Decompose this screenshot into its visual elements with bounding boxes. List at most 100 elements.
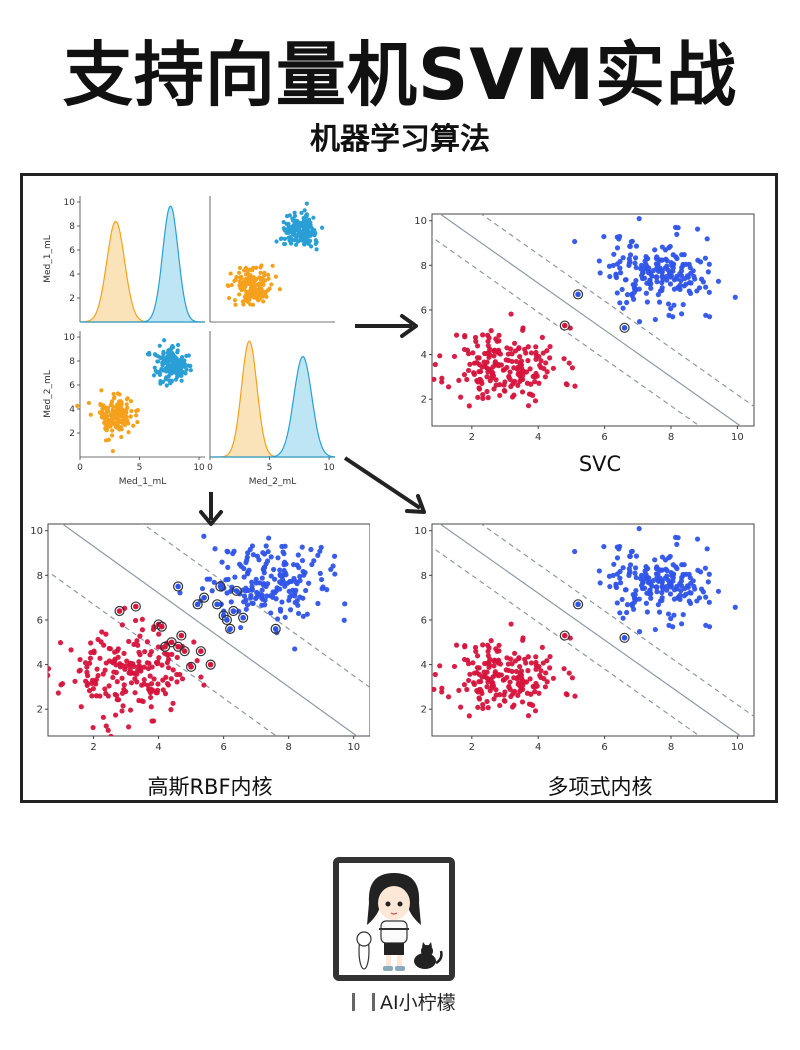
rbf-point-blue	[284, 580, 291, 586]
svc-ytick-label: 2	[421, 395, 427, 406]
pairplot-top-right-point-orange	[261, 299, 266, 304]
pairplot-top-right-point-orange	[225, 283, 230, 288]
svc-point-red	[507, 369, 513, 375]
pairplot-bottom-left-point-cyan	[180, 362, 185, 367]
pairplot-top-right-point-orange	[265, 272, 271, 277]
poly-margin-lower	[432, 546, 701, 736]
poly-point-red	[566, 670, 572, 676]
rbf-point-red	[124, 658, 130, 664]
pairplot-med1-kde-cyan	[80, 205, 205, 323]
poly-xtick-label: 8	[668, 742, 674, 753]
rbf-xtick-label: 2	[90, 742, 96, 753]
rbf-point-blue	[311, 558, 317, 564]
poly-point-red	[496, 642, 502, 648]
poly-point-blue	[678, 578, 685, 584]
rbf-point-blue	[225, 576, 231, 582]
rbf-caption: 高斯RBF内核	[147, 775, 273, 799]
pairplot-bottom-left-point-orange	[110, 428, 115, 433]
poly-point-red	[480, 642, 486, 648]
svc-point-red	[485, 395, 491, 401]
pairplot-bottom-left-point-cyan	[173, 377, 179, 382]
rbf-point-blue	[277, 606, 284, 612]
rbf-point-red	[95, 673, 101, 679]
rbf-xtick-label: 8	[285, 742, 291, 753]
rbf-point-red	[88, 640, 94, 646]
svc-point-red	[461, 372, 468, 378]
pairplot-top-right-point-cyan	[304, 201, 309, 206]
pairplot-top-right-point-orange	[233, 302, 238, 307]
rbf-point-blue	[249, 579, 255, 585]
rbf-point-blue	[324, 587, 330, 593]
rbf-point-red	[55, 690, 61, 696]
svc-point-blue	[632, 260, 638, 266]
poly-point-blue	[706, 571, 712, 577]
poly-point-blue	[662, 557, 669, 563]
rbf-support-vector	[272, 626, 279, 632]
pairplot-ytick-label: 8	[69, 357, 75, 367]
rbf-point-red	[198, 674, 204, 680]
svc-point-red	[520, 372, 526, 379]
pairplot-bottom-left-point-orange	[128, 399, 134, 404]
rbf-point-red	[77, 667, 83, 673]
poly-point-blue	[678, 583, 685, 589]
svc-point-red	[471, 371, 478, 377]
poly-point-red	[458, 704, 464, 710]
pairplot-top-right-point-orange	[247, 274, 252, 279]
svc-point-blue	[686, 288, 692, 294]
svc-point-red	[532, 379, 538, 385]
poly-point-red	[503, 667, 509, 673]
svc-point-blue	[663, 256, 669, 262]
pairplot-top-right-point-orange	[273, 274, 279, 279]
poly-decision-boundary	[439, 524, 742, 736]
svc-point-blue	[678, 268, 685, 274]
svc-point-blue	[627, 252, 634, 258]
poly-point-blue	[690, 578, 696, 584]
rbf-point-red	[120, 703, 126, 709]
svc-point-blue	[659, 280, 665, 286]
svc-support-vector-ring	[619, 322, 630, 333]
rbf-ytick-label: 2	[37, 705, 43, 716]
rbf-point-blue	[299, 544, 305, 550]
pairplot-bottom-left-point-orange	[108, 417, 113, 422]
svc-ytick-label: 8	[421, 261, 427, 272]
pairplot-top-right-point-orange	[262, 273, 267, 278]
rbf-point-blue	[266, 535, 272, 541]
svc-point-red	[566, 360, 572, 366]
pairplot-top-right-point-cyan	[293, 218, 298, 223]
svc-point-blue	[677, 286, 683, 293]
svc-point-blue	[606, 263, 613, 269]
poly-point-red	[538, 668, 544, 674]
svc-point-red	[525, 403, 532, 409]
rbf-support-vector	[214, 601, 220, 608]
rbf-point-red	[129, 670, 135, 676]
rbf-point-red	[136, 659, 142, 665]
pairplot-bottom-left-point-orange	[99, 415, 104, 420]
svc-point-blue	[664, 273, 670, 280]
rbf-support-vector	[240, 614, 246, 621]
rbf-support-vector	[188, 664, 194, 670]
pairplot-top-right-point-orange	[251, 286, 256, 291]
poly-point-blue	[624, 602, 631, 608]
pairplot-bottom-left-point-cyan	[157, 343, 162, 348]
rbf-point-blue	[306, 580, 312, 586]
poly-point-blue	[658, 567, 664, 573]
rbf-point-red	[162, 691, 169, 697]
svc-point-blue	[706, 289, 712, 295]
poly-point-red	[490, 674, 496, 680]
svc-xtick-label: 2	[469, 432, 475, 443]
pairplot-bottom-left-point-cyan	[169, 356, 174, 361]
poly-point-blue	[659, 595, 665, 601]
svc-plot-layer	[432, 214, 754, 426]
rbf-point-red	[121, 650, 127, 656]
poly-point-red	[470, 660, 476, 666]
pairplot-bottom-left-point-orange	[99, 403, 104, 408]
pairplot-top-right-point-cyan	[292, 213, 298, 218]
rbf-point-red	[68, 647, 74, 653]
rbf-point-red	[84, 673, 91, 679]
poly-support-vector-ring	[619, 632, 630, 643]
rbf-point-blue	[273, 596, 279, 602]
pairplot-bottom-left-point-cyan	[169, 378, 174, 383]
poly-point-red	[486, 659, 492, 665]
pairplot-top-right-point-orange	[256, 281, 262, 286]
svc-point-red	[476, 385, 482, 391]
